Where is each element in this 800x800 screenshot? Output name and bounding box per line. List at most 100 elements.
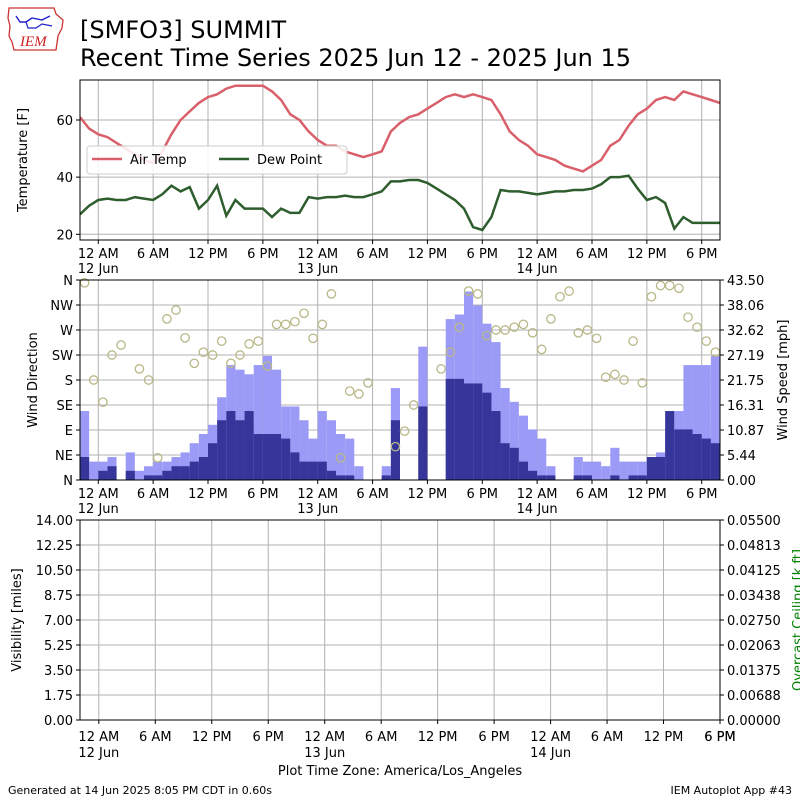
wind-xtick-label: 6 AM [356,487,389,502]
plot-frame [79,279,721,481]
vis-xtick-label: 12 AM [530,730,571,745]
gust-bar [144,466,154,480]
speed-bar [153,475,163,480]
speed-bar [445,378,455,480]
direction-marker [226,358,236,369]
direction-marker [573,327,584,338]
direction-marker [674,283,684,294]
vis-xtick-label: 6 PM [704,730,735,745]
dir-ytick-label: NE [55,449,73,464]
vis-ytick-label: 3.50 [44,664,73,679]
temp-xtick-label: 12 PM [627,247,667,262]
speed-bar [683,429,693,480]
gust-bar [272,369,282,480]
direction-marker [664,280,675,291]
vis-ytick-label: 8.75 [44,589,73,604]
speed-bar [226,411,236,480]
direction-marker [290,316,300,327]
direction-marker [107,350,117,360]
speed-bar [454,378,464,480]
speed-bar [674,429,684,480]
wind-xtick-label: 12 PM [408,487,448,502]
ceiling-ytick-label: 0.04125 [727,564,781,579]
ceiling-ytick-label: 0.05500 [727,514,781,529]
speed-ylabel: Wind Speed [mph] [776,320,791,441]
speed-bar [98,470,108,480]
plot-frame [79,79,721,241]
wind-xtick-label: 12 AM [517,487,558,502]
legend-box [86,145,348,175]
wind-xtick-label: 6 PM [686,487,717,502]
direction-marker [463,286,474,296]
speed-ytick-label: 5.44 [727,449,756,464]
direction-marker [527,327,538,338]
speed-bar [162,470,172,480]
wind-xtick-label: 6 PM [247,487,278,502]
ceiling-ytick-label: 0.00000 [727,714,781,729]
gust-bar [89,461,99,480]
direction-marker [207,350,218,360]
gust-bar [637,461,647,480]
gust-bar [125,452,135,480]
vis-ylabel: Visibility [miles] [10,568,25,671]
temp-xtick-label: 12 PM [188,247,228,262]
direction-marker [180,332,190,343]
direction-marker [171,305,181,315]
direction-marker [162,314,172,324]
gust-bar [701,365,711,480]
gust-bar [573,457,583,480]
speed-bar [299,461,309,480]
speed-ytick-label: 0.00 [727,474,756,489]
legend-label: Dew Point [257,153,322,168]
speed-bar [381,475,391,480]
vis-xtick-label: 12 AM [304,730,345,745]
vis-ytick-label: 1.75 [44,689,73,704]
speed-bar [509,447,519,480]
gust-bar [710,355,720,480]
wind-xtick-date: 12 Jun [78,502,119,517]
speed-bar [125,470,135,480]
vis-xtick-label: 12 AM [78,730,119,745]
direction-marker [326,289,337,299]
chart-subtitle: Recent Time Series 2025 Jun 12 - 2025 Ju… [80,44,632,72]
speed-ytick-label: 16.31 [727,399,764,414]
speed-bar [171,466,181,480]
vis-xtick-date: 14 Jun [530,746,571,761]
vis-xtick-date: 12 Jun [78,746,119,761]
vis-xtick-label: 6 PM [704,730,735,745]
direction-marker [610,369,620,380]
speed-bar [482,392,492,480]
dir-ytick-label: NW [50,299,73,314]
direction-marker [472,289,483,299]
wind-xtick-label: 12 PM [188,487,228,502]
temp-xtick-label: 12 AM [78,247,119,262]
wind-panel: N NE E SE S SW W NW N 0.00 5.44 10.87 16.31 21.75 27.1… [26,274,791,517]
temp-xtick-label: 6 PM [247,247,278,262]
temp-xtick-label: 6 AM [356,247,389,262]
dir-ytick-label: N [63,474,73,489]
vis-xtick-label: 6 PM [478,730,509,745]
speed-bar [272,434,282,480]
ceiling-ylabel: Overcast Ceiling [k ft] [791,549,800,691]
direction-marker [619,375,629,385]
direction-marker [198,347,209,358]
temperature-panel: 20 40 60 Temperature [F] Air Temp Dew Point 12… [16,79,721,277]
direction-marker [244,339,254,349]
vis-ytick-label: 5.25 [44,639,73,654]
vis-ytick-label: 12.25 [36,539,73,554]
speed-ytick-label: 38.06 [727,299,764,314]
speed-bar [710,443,720,480]
temp-xtick-label: 12 AM [517,247,558,262]
direction-marker [600,372,611,383]
temp-xtick-date: 13 Jun [297,262,338,277]
speed-bar [180,466,190,480]
legend-label: Air Temp [130,153,187,168]
direction-marker [88,375,99,385]
gust-bar [500,388,510,480]
visibility-panel: 0.00 1.75 3.50 5.25 7.00 8.75 10.50 12.25 14.00 0… [10,514,800,761]
speed-bar [573,475,583,480]
direction-marker [116,340,126,350]
direction-marker [280,319,291,330]
direction-marker [582,325,593,335]
